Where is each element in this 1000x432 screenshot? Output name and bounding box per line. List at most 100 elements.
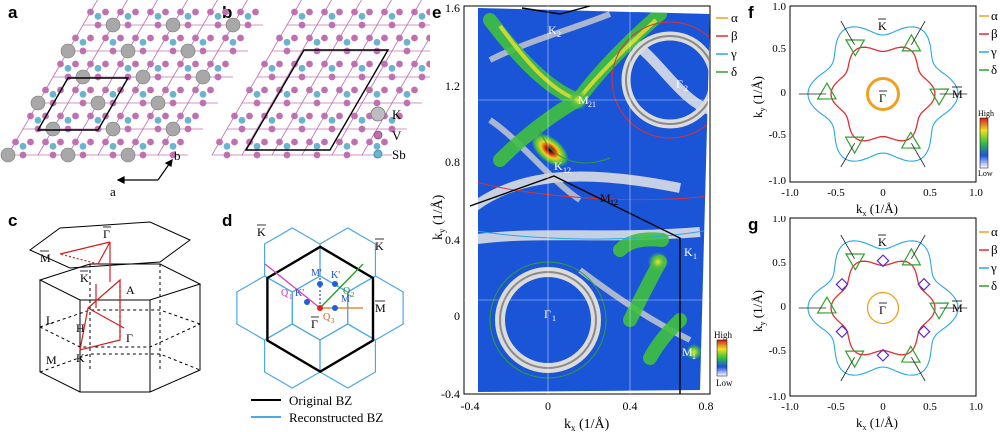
- v-atom: [87, 34, 94, 42]
- v-atom: [214, 21, 222, 29]
- d-q2-sub: 2: [351, 291, 355, 299]
- e-K1: K: [684, 245, 693, 259]
- v-atom: [102, 34, 109, 42]
- sb-atom: [283, 142, 291, 150]
- v-atom: [298, 125, 306, 133]
- delta-pocket: [844, 253, 866, 271]
- sb-atom: [388, 12, 396, 20]
- svg-text:0.5: 0.5: [923, 187, 937, 199]
- v-atom: [306, 138, 313, 146]
- f-band-legend: α β γ δ: [979, 8, 998, 77]
- sb-atom: [253, 142, 261, 150]
- pocket-marker: [835, 277, 849, 291]
- v-atom: [313, 151, 321, 159]
- pocket-marker: [917, 325, 931, 339]
- bz-m-bar: M: [40, 251, 51, 265]
- v-atom: [207, 34, 214, 42]
- v-atom: [177, 34, 184, 42]
- sb-atom: [79, 142, 87, 150]
- v-atom: [366, 34, 373, 42]
- sb-atom: [109, 142, 117, 150]
- v-atom: [336, 8, 343, 16]
- v-atom: [192, 34, 199, 42]
- fermi-surface-calc-g: K Γ M 1.0 0.5 0 -0.5 -1.0 -1.0 -0.5 0 0.…: [750, 216, 998, 432]
- v-atom: [291, 86, 298, 94]
- e-G1-sub: 1: [552, 314, 556, 323]
- e-K2-sub: 2: [557, 30, 561, 39]
- delta-pocket: [816, 82, 837, 100]
- delta-pocket: [816, 296, 837, 314]
- reconstructed-bz-hexagon: [263, 227, 321, 293]
- v-atom: [199, 47, 207, 55]
- sb-atom: [328, 116, 336, 124]
- v-atom: [57, 138, 64, 146]
- v-atom: [132, 112, 139, 120]
- v-atom: [237, 34, 244, 42]
- v-atom: [162, 138, 169, 146]
- sb-atom: [94, 64, 102, 72]
- legend-k: K: [392, 107, 402, 122]
- v-atom: [222, 34, 229, 42]
- d-q3: Q: [323, 312, 331, 323]
- v-atom: [139, 99, 147, 107]
- svg-text:0.5: 0.5: [772, 257, 786, 269]
- sb-atom: [268, 64, 276, 72]
- v-atom: [381, 34, 388, 42]
- d-gamma-bar: Γ: [311, 317, 318, 331]
- v-atom: [328, 73, 336, 81]
- v-atom: [298, 73, 306, 81]
- k-atom: [105, 17, 121, 33]
- panel-label-e: e: [432, 3, 442, 22]
- sb-atom: [244, 12, 252, 20]
- v-atom: [313, 99, 321, 107]
- f-K: K: [878, 19, 887, 33]
- v-atom: [192, 8, 199, 16]
- bz-Gamma: Γ: [126, 331, 133, 345]
- v-atom: [162, 112, 169, 120]
- sb-atom: [388, 116, 396, 124]
- e-M21-sub: 21: [588, 100, 596, 109]
- sb-atom: [184, 12, 192, 20]
- v-atom: [124, 21, 132, 29]
- pocket-marker: [835, 325, 849, 339]
- e-ytick-1: 1.2: [445, 79, 460, 93]
- sb-atom: [214, 12, 222, 20]
- d-q1: Q: [281, 288, 289, 299]
- sb-atom: [49, 90, 57, 98]
- sb-atom: [94, 116, 102, 124]
- lattice-b: [211, 0, 430, 159]
- v-atom: [261, 86, 268, 94]
- panel-label-f: f: [748, 3, 754, 22]
- bz-k-bar: K: [80, 271, 89, 285]
- v-atom: [147, 86, 154, 94]
- v-atom: [49, 151, 57, 159]
- v-atom: [87, 8, 94, 16]
- v-atom: [366, 60, 373, 68]
- g-Gamma: Γ: [879, 303, 886, 317]
- e-colorbar-high: High: [714, 330, 733, 340]
- v-atom: [418, 21, 426, 29]
- sb-atom: [139, 142, 147, 150]
- sb-atom: [313, 38, 321, 46]
- bz-edge: [840, 20, 855, 46]
- v-atom: [147, 8, 154, 16]
- v-atom: [109, 47, 117, 55]
- v-atom: [328, 21, 336, 29]
- svg-text:0: 0: [781, 87, 787, 99]
- v-atom: [313, 47, 321, 55]
- e-ytick-5: -0.4: [441, 387, 460, 401]
- v-atom: [147, 60, 154, 68]
- svg-text:1.0: 1.0: [969, 187, 983, 199]
- svg-text:0.5: 0.5: [772, 43, 786, 55]
- v-atom: [238, 125, 246, 133]
- svg-text:δ: δ: [731, 64, 737, 79]
- v-atom: [231, 138, 238, 146]
- v-atom: [336, 86, 343, 94]
- sb-atom: [109, 90, 117, 98]
- v-atom: [109, 151, 117, 159]
- delta-pocket: [929, 88, 950, 106]
- sb-atom: [418, 64, 426, 72]
- v-atom: [351, 60, 358, 68]
- v-atom: [411, 8, 418, 16]
- lattice-a: [0, 0, 263, 163]
